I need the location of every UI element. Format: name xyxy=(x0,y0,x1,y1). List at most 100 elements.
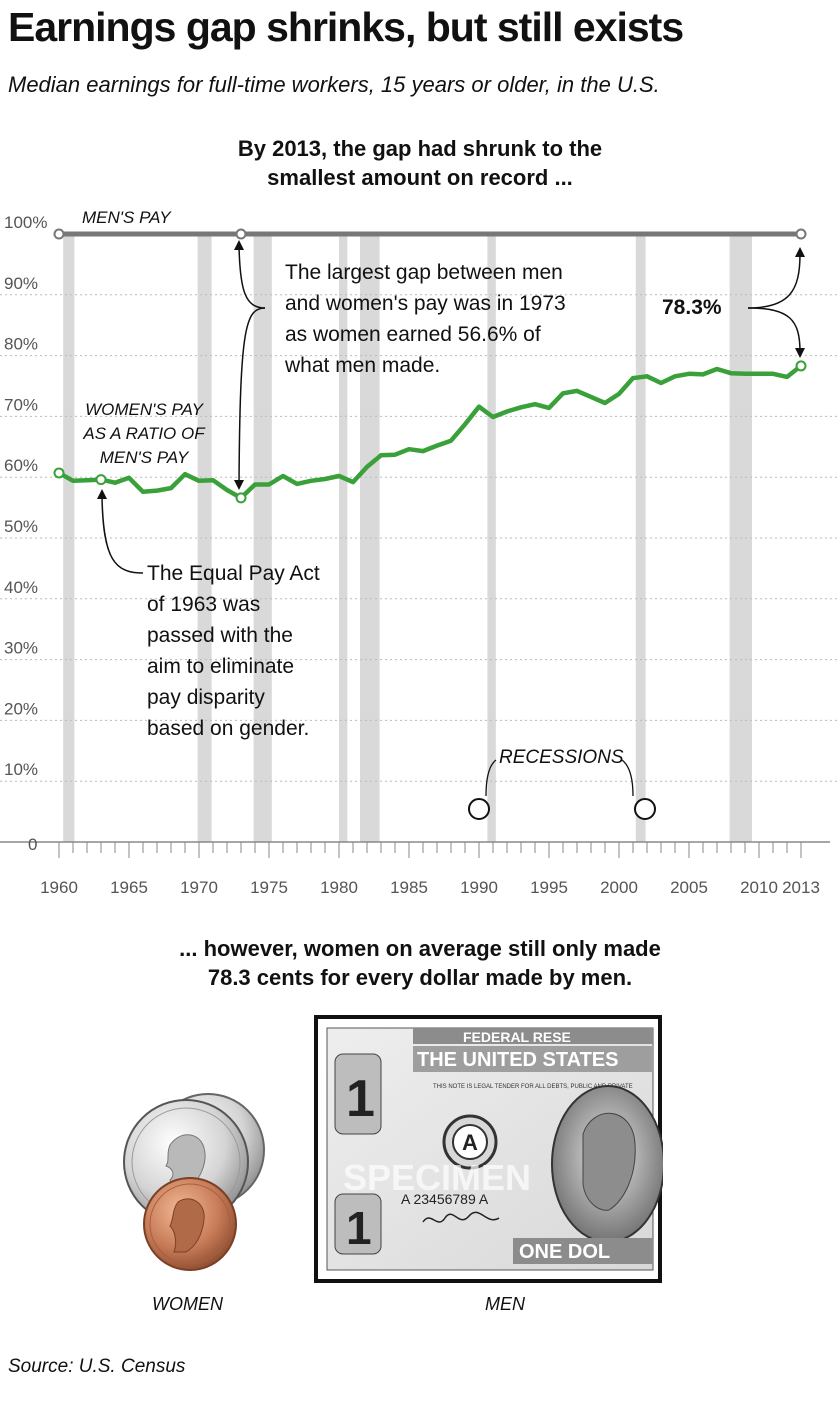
bottom-heading: ... however, women on average still only… xyxy=(0,934,840,992)
mens-pay-label: MEN'S PAY xyxy=(82,208,171,227)
recession-band-4 xyxy=(360,234,380,842)
y-tick-label-50: 50% xyxy=(4,517,38,536)
womens-pay-line-1: WOMEN'S PAY xyxy=(85,400,203,419)
womens-pay-line-2: AS A RATIO OF xyxy=(83,424,205,443)
equal-pay-line-6: based on gender. xyxy=(147,717,310,740)
equal-pay-line-4: aim to eliminate xyxy=(147,655,295,678)
arrowhead-equal-pay xyxy=(97,489,107,499)
final-value-callout: 78.3% xyxy=(662,296,722,319)
x-tick-label-1960: 1960 xyxy=(40,878,78,897)
y-tick-label-100: 100% xyxy=(4,213,47,232)
arrowhead-1973-down xyxy=(234,480,244,490)
largest-gap-line-2: and women's pay was in 1973 xyxy=(285,292,566,315)
x-axis xyxy=(0,841,830,858)
x-tick-label-1980: 1980 xyxy=(320,878,358,897)
largest-gap-line-3: as women earned 56.6% of xyxy=(285,323,541,346)
womens-pay-line-3: MEN'S PAY xyxy=(99,448,189,467)
highlight-point-2 xyxy=(235,492,247,504)
bottom-heading-line-1: ... however, women on average still only… xyxy=(179,936,661,961)
lincoln-profile-icon xyxy=(169,1198,205,1253)
chart-heading-line-2: smallest amount on record ... xyxy=(267,165,573,190)
svg-text:1: 1 xyxy=(346,1202,372,1254)
equal-pay-line-5: pay disparity xyxy=(147,686,265,709)
series-lines xyxy=(57,231,803,501)
arrow-equal-pay xyxy=(101,495,144,574)
women-caption: WOMEN xyxy=(152,1294,223,1314)
y-axis-labels: 0 10% 20% 30% 40% 50% 60% 70% 80% 90% 100% xyxy=(4,213,47,854)
y-tick-label-10: 10% xyxy=(4,760,38,779)
highlight-points xyxy=(53,228,807,504)
bill-specimen-watermark: SPECIMEN xyxy=(343,1157,531,1198)
highlight-point-1 xyxy=(95,474,107,486)
bottom-heading-line-2: 78.3 cents for every dollar made by men. xyxy=(207,965,633,990)
arrow-recession-right xyxy=(621,759,634,797)
arrowhead-2013-down xyxy=(795,348,805,358)
x-axis-labels: 1960 1965 1970 1975 1980 1985 1990 1995 2000 2005… xyxy=(40,878,820,897)
gridlines xyxy=(0,294,840,782)
y-tick-label-40: 40% xyxy=(4,578,38,597)
men-caption: MEN xyxy=(485,1294,525,1314)
chart-subtitle: Median earnings for full-time workers, 1… xyxy=(8,72,660,97)
recession-band-0 xyxy=(63,234,75,842)
recession-marker-1990 xyxy=(468,798,490,820)
coins-illustration xyxy=(123,1093,265,1271)
chart-heading-line-1: By 2013, the gap had shrunk to the xyxy=(237,136,603,161)
x-tick-label-1995: 1995 xyxy=(530,878,568,897)
arrow-2013-down xyxy=(747,307,801,353)
bill-signature-icon xyxy=(422,1211,500,1223)
arrow-1973-up xyxy=(238,245,266,309)
equal-pay-line-3: passed with the xyxy=(147,624,293,647)
chart-heading: By 2013, the gap had shrunk to the small… xyxy=(0,134,840,192)
highlight-point-5 xyxy=(235,228,247,240)
bill-seal-letter: A xyxy=(462,1130,478,1155)
svg-text:1: 1 xyxy=(346,1070,375,1128)
bill-banner-text: THE UNITED STATES xyxy=(417,1049,618,1071)
chart-title: Earnings gap shrinks, but still exists xyxy=(8,4,684,50)
x-tick-label-2013: 2013 xyxy=(782,878,820,897)
recession-marker-2001 xyxy=(634,798,656,820)
x-tick-label-1975: 1975 xyxy=(250,878,288,897)
womens-pay-line xyxy=(57,364,803,501)
arrow-recession-left xyxy=(485,759,497,797)
bill-legal-text: THIS NOTE IS LEGAL TENDER FOR ALL DEBTS,… xyxy=(433,1084,633,1090)
dollar-bill-illustration: FEDERAL RESE THE UNITED STATES THIS NOTE… xyxy=(314,1015,663,1283)
recession-markers xyxy=(468,798,656,820)
line-chart: 010%20%30%40%50%60%70%80%90%100% 1960 196… xyxy=(0,213,840,897)
y-tick-label-30: 30% xyxy=(4,639,38,658)
highlight-point-4 xyxy=(53,228,65,240)
arrow-1973-down xyxy=(238,307,266,485)
womens-pay-label: WOMEN'S PAY AS A RATIO OF MEN'S PAY xyxy=(64,398,224,470)
y-tick-label-90: 90% xyxy=(4,274,38,293)
bill-bottom-text: ONE DOL xyxy=(519,1241,610,1263)
bill-top-text: FEDERAL RESE xyxy=(463,1029,571,1045)
recession-band-1 xyxy=(197,234,212,842)
equal-pay-line-2: of 1963 was xyxy=(147,593,261,616)
x-tick-label-1985: 1985 xyxy=(390,878,428,897)
y-tick-label-0: 0 xyxy=(28,835,37,854)
equal-pay-annotation: The Equal Pay Act of 1963 was passed wit… xyxy=(147,558,320,744)
source-note: Source: U.S. Census xyxy=(8,1356,186,1377)
y-tick-label-20: 20% xyxy=(4,699,38,718)
highlight-point-0 xyxy=(53,467,65,479)
y-tick-label-60: 60% xyxy=(4,456,38,475)
largest-gap-annotation: The largest gap between men and women's … xyxy=(285,257,566,381)
annotation-arrows xyxy=(97,240,805,797)
equal-pay-line-1: The Equal Pay Act xyxy=(147,562,320,585)
highlight-point-3 xyxy=(795,360,807,372)
recession-band-2 xyxy=(253,234,272,842)
y-tick-label-70: 70% xyxy=(4,395,38,414)
highlight-point-6 xyxy=(795,228,807,240)
largest-gap-line-1: The largest gap between men xyxy=(285,261,563,284)
x-tick-label-2000: 2000 xyxy=(600,878,638,897)
arrow-2013-up xyxy=(747,253,801,309)
recession-band-3 xyxy=(339,234,348,842)
recessions-label: RECESSIONS xyxy=(499,747,624,768)
y-tick-label-80: 80% xyxy=(4,335,38,354)
x-tick-label-2005: 2005 xyxy=(670,878,708,897)
x-tick-label-1965: 1965 xyxy=(110,878,148,897)
arrowhead-1973-up xyxy=(234,240,244,250)
arrowhead-2013-up xyxy=(795,247,805,257)
x-tick-label-1970: 1970 xyxy=(180,878,218,897)
x-tick-label-1990: 1990 xyxy=(460,878,498,897)
bill-serial-number: A 23456789 A xyxy=(401,1191,489,1207)
